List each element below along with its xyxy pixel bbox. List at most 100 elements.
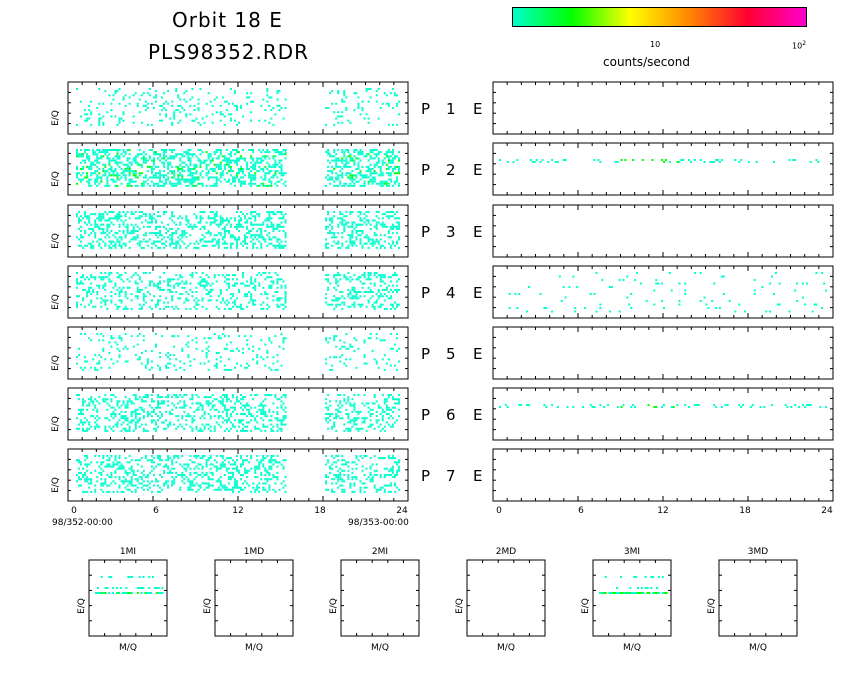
count-pixel — [341, 244, 344, 247]
count-pixel — [276, 282, 279, 285]
count-pixel — [120, 153, 123, 156]
count-pixel — [116, 423, 119, 426]
count-pixel — [159, 240, 162, 243]
count-pixel — [564, 159, 567, 161]
count-pixel — [144, 366, 147, 369]
count-pixel — [385, 94, 388, 97]
count-pixel — [171, 278, 174, 281]
count-pixel — [284, 172, 287, 175]
count-pixel — [189, 398, 192, 401]
count-pixel — [209, 100, 212, 103]
count-pixel — [122, 427, 125, 430]
count-pixel — [189, 98, 192, 101]
count-pixel — [213, 151, 216, 154]
count-pixel — [367, 276, 370, 279]
count-pixel — [124, 104, 127, 107]
count-pixel — [278, 225, 281, 228]
count-pixel — [183, 242, 186, 245]
count-pixel — [140, 246, 143, 249]
count-pixel — [205, 159, 208, 162]
count-pixel — [173, 155, 176, 158]
count-pixel — [231, 349, 234, 352]
count-pixel — [246, 236, 249, 239]
count-pixel — [678, 303, 681, 306]
count-pixel — [126, 163, 129, 166]
count-pixel — [197, 121, 200, 124]
count-pixel — [397, 157, 400, 160]
count-pixel — [753, 293, 756, 295]
count-pixel — [94, 225, 97, 228]
count-pixel — [385, 180, 388, 183]
count-pixel — [134, 184, 137, 187]
count-pixel — [744, 310, 747, 313]
count-pixel — [185, 299, 188, 302]
count-pixel — [246, 343, 249, 346]
count-pixel — [185, 178, 188, 181]
count-pixel — [333, 111, 336, 114]
count-pixel — [102, 240, 105, 243]
count-pixel — [349, 165, 352, 168]
count-pixel — [276, 240, 279, 243]
count-pixel — [278, 153, 281, 156]
count-pixel — [231, 394, 234, 396]
count-pixel — [154, 151, 157, 154]
count-pixel — [140, 280, 143, 283]
count-pixel — [88, 227, 91, 230]
count-pixel — [173, 423, 176, 426]
count-pixel — [280, 107, 283, 109]
count-pixel — [375, 410, 378, 413]
count-pixel — [219, 180, 222, 183]
count-pixel — [108, 272, 111, 274]
count-pixel — [201, 182, 204, 185]
count-pixel — [122, 172, 125, 175]
count-pixel — [280, 423, 283, 426]
count-pixel — [385, 163, 388, 166]
count-pixel — [359, 295, 362, 298]
count-pixel — [163, 153, 166, 156]
count-pixel — [100, 117, 103, 120]
count-pixel — [397, 159, 400, 162]
count-pixel — [221, 398, 224, 401]
count-pixel — [367, 117, 370, 120]
count-pixel — [227, 170, 230, 173]
count-pixel — [225, 219, 228, 222]
count-pixel — [397, 288, 400, 291]
count-pixel — [373, 305, 376, 308]
count-pixel — [272, 362, 275, 365]
count-pixel — [379, 151, 382, 154]
count-pixel — [223, 155, 226, 158]
count-pixel — [84, 211, 87, 213]
count-pixel — [329, 170, 332, 173]
count-pixel — [199, 174, 202, 177]
count-pixel — [325, 238, 328, 241]
count-pixel — [148, 165, 151, 168]
count-pixel — [250, 92, 253, 95]
count-pixel — [278, 172, 281, 175]
count-pixel — [130, 232, 133, 235]
count-pixel — [201, 176, 204, 179]
count-pixel — [221, 299, 224, 302]
count-pixel — [78, 394, 81, 396]
count-pixel — [92, 358, 95, 361]
count-pixel — [154, 232, 157, 235]
count-pixel — [148, 155, 151, 158]
count-pixel — [110, 301, 113, 304]
count-pixel — [116, 163, 119, 166]
count-pixel — [199, 182, 202, 185]
count-pixel — [244, 293, 247, 296]
count-pixel — [262, 182, 265, 185]
count-pixel — [159, 280, 162, 283]
count-pixel — [136, 274, 139, 277]
count-pixel — [96, 159, 99, 162]
count-pixel — [201, 244, 204, 247]
count-pixel — [240, 421, 243, 424]
count-pixel — [345, 333, 348, 335]
count-pixel — [359, 303, 362, 306]
count-pixel — [116, 232, 119, 235]
count-pixel — [130, 293, 133, 296]
count-pixel — [276, 354, 279, 357]
count-pixel — [397, 113, 400, 116]
count-pixel — [88, 219, 91, 222]
count-pixel — [375, 172, 378, 175]
count-pixel — [335, 172, 338, 175]
